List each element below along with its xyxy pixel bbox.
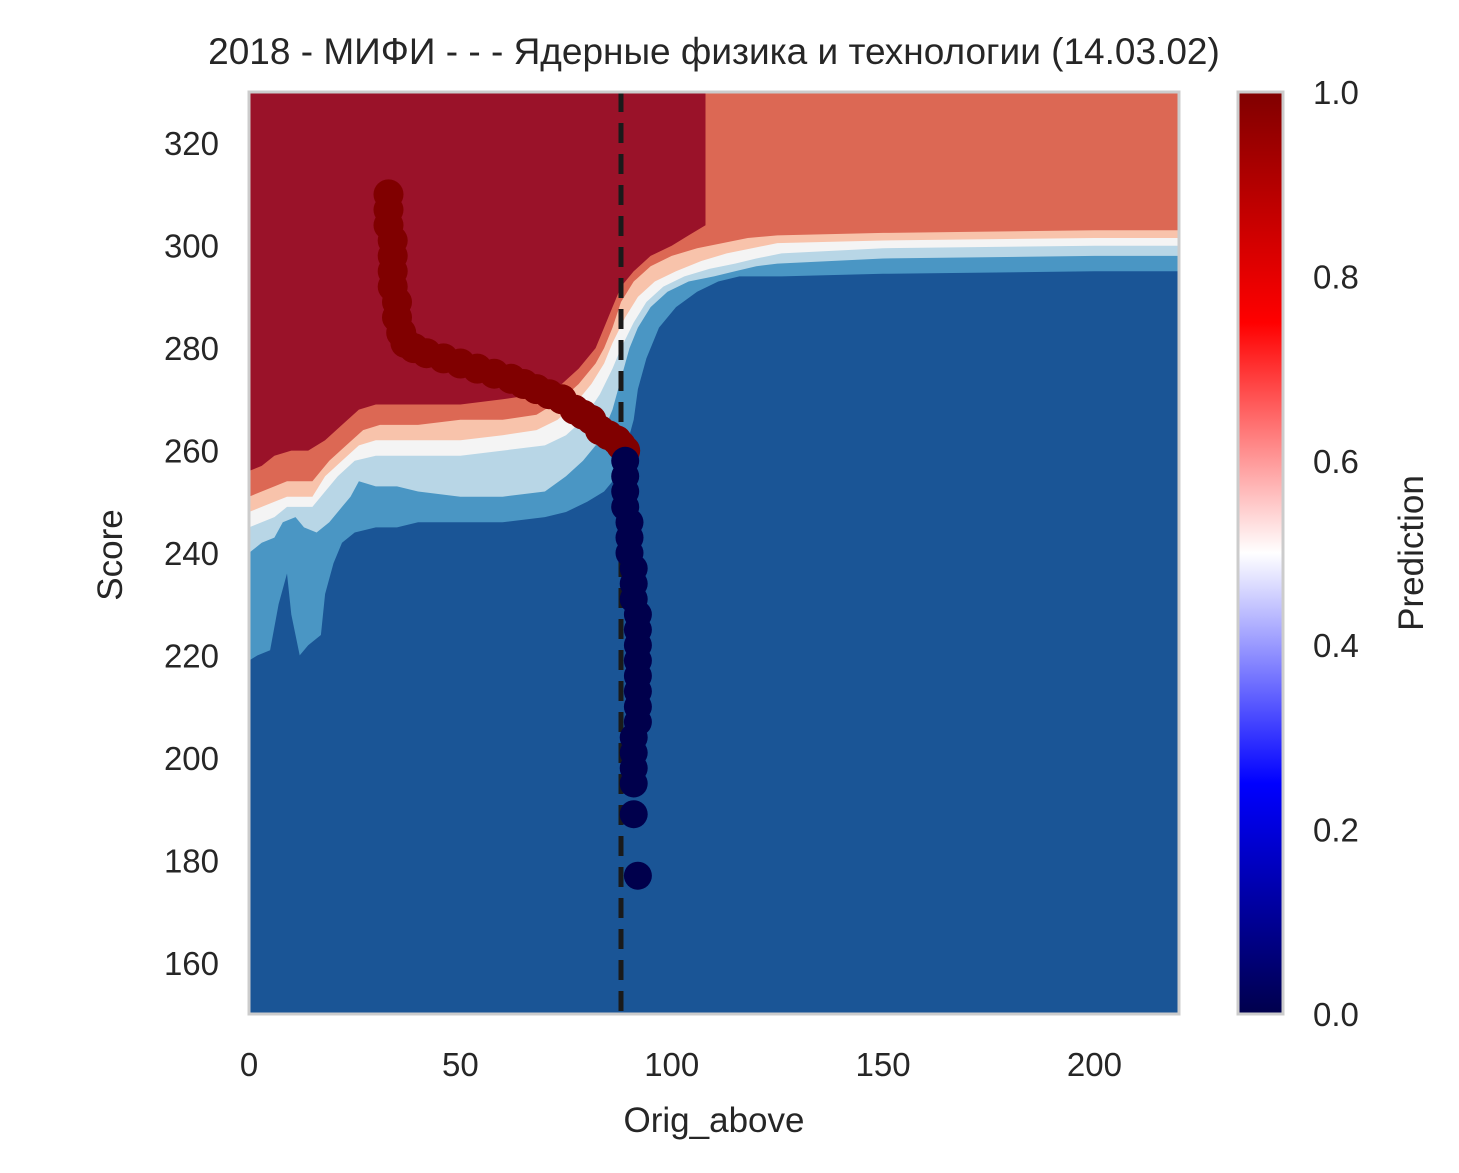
y-tick-label: 180 — [164, 842, 219, 879]
y-tick-label: 240 — [164, 535, 219, 572]
x-axis-label: Orig_above — [624, 1101, 805, 1140]
y-tick-label: 160 — [164, 945, 219, 982]
y-tick-label: 280 — [164, 330, 219, 367]
x-tick-label: 200 — [1067, 1046, 1122, 1083]
x-tick-label: 50 — [442, 1046, 479, 1083]
x-tick-label: 150 — [856, 1046, 911, 1083]
scatter-layer — [373, 179, 652, 890]
scatter-point-low — [619, 769, 648, 798]
contour-layer — [249, 92, 1179, 661]
y-tick-label: 320 — [164, 125, 219, 162]
y-tick-label: 260 — [164, 433, 219, 470]
colorbar-tick-label: 0.4 — [1313, 627, 1359, 664]
plot-area — [249, 92, 1179, 1014]
colorbar-tick-label: 0.2 — [1313, 812, 1359, 849]
plot-frame — [247, 90, 1181, 1016]
colorbar-ticks: 0.0 0.2 0.4 0.6 0.8 1.0 — [1313, 74, 1359, 1033]
scatter-point-low — [619, 800, 648, 829]
contour-band-6 — [249, 92, 706, 471]
colorbar-label: Prediction — [1392, 475, 1431, 631]
y-tick-label: 220 — [164, 637, 219, 674]
y-tick-label: 200 — [164, 740, 219, 777]
colorbar-tick-label: 0.6 — [1313, 443, 1359, 480]
chart-title: 2018 - МИФИ - - - Ядерные физика и техно… — [208, 31, 1220, 72]
y-axis-label: Score — [91, 509, 130, 600]
colorbar-tick-label: 0.8 — [1313, 258, 1359, 295]
x-tick-label: 0 — [240, 1046, 258, 1083]
y-axis-ticks: 160 180 200 220 240 260 280 300 320 — [164, 125, 219, 982]
colorbar-tick-label: 1.0 — [1313, 74, 1359, 111]
scatter-point-low — [623, 861, 652, 890]
colorbar-tick-label: 0.0 — [1313, 996, 1359, 1033]
x-axis-ticks: 0 50 100 150 200 — [240, 1046, 1122, 1083]
y-tick-label: 300 — [164, 228, 219, 265]
colorbar — [1236, 90, 1285, 1016]
x-tick-label: 100 — [644, 1046, 699, 1083]
